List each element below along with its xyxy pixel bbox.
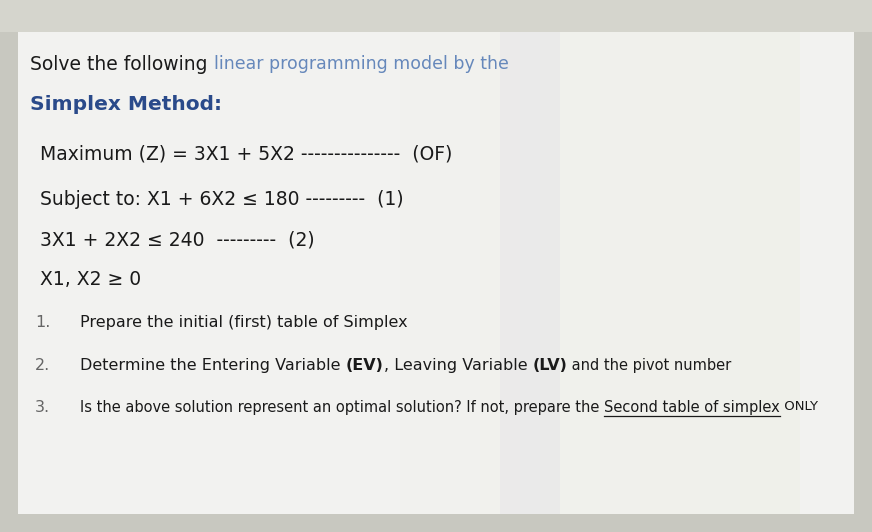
Text: ONLY: ONLY [780,400,818,413]
Bar [0,0,872,32]
Bar [600,18,620,514]
Text: linear programming model by the: linear programming model by the [214,55,508,73]
Text: Maximum (Z) = 3X1 + 5X2 ---------------  (OF): Maximum (Z) = 3X1 + 5X2 --------------- … [40,145,453,164]
Bar [520,18,540,514]
Bar [560,18,580,514]
Bar [420,18,440,514]
Bar [660,18,680,514]
Text: , Leaving Variable: , Leaving Variable [384,358,532,373]
Text: Second table of simplex: Second table of simplex [604,400,780,415]
Text: Simplex Method:: Simplex Method: [30,95,222,114]
Bar [480,18,500,514]
Bar [460,18,480,514]
Bar [620,18,640,514]
Bar [440,18,460,514]
Text: 3X1 + 2X2 ≤ 240  ---------  (2): 3X1 + 2X2 ≤ 240 --------- (2) [40,230,315,249]
Bar [720,18,740,514]
Text: 1.: 1. [35,315,51,330]
Bar [780,18,800,514]
Text: Determine the Entering Variable: Determine the Entering Variable [80,358,345,373]
Bar [640,18,660,514]
Bar [700,18,720,514]
Bar [500,18,520,514]
Bar [400,18,420,514]
Bar [680,18,700,514]
Text: 2.: 2. [35,358,51,373]
Bar [740,18,760,514]
Bar [760,18,780,514]
Text: Prepare the initial (first) table of Simplex: Prepare the initial (first) table of Sim… [80,315,407,330]
Bar [540,18,560,514]
Text: Solve the following: Solve the following [30,55,214,74]
Bar [580,18,600,514]
Text: X1, X2 ≥ 0: X1, X2 ≥ 0 [40,270,141,289]
Text: (LV): (LV) [532,358,567,373]
Text: and the pivot number: and the pivot number [567,358,732,373]
Bar [500,18,560,514]
Text: Subject to: X1 + 6X2 ≤ 180 ---------  (1): Subject to: X1 + 6X2 ≤ 180 --------- (1) [40,190,404,209]
Text: Is the above solution represent an optimal solution? If not, prepare the: Is the above solution represent an optim… [80,400,604,415]
Text: (EV): (EV) [345,358,384,373]
Text: 3.: 3. [35,400,50,415]
